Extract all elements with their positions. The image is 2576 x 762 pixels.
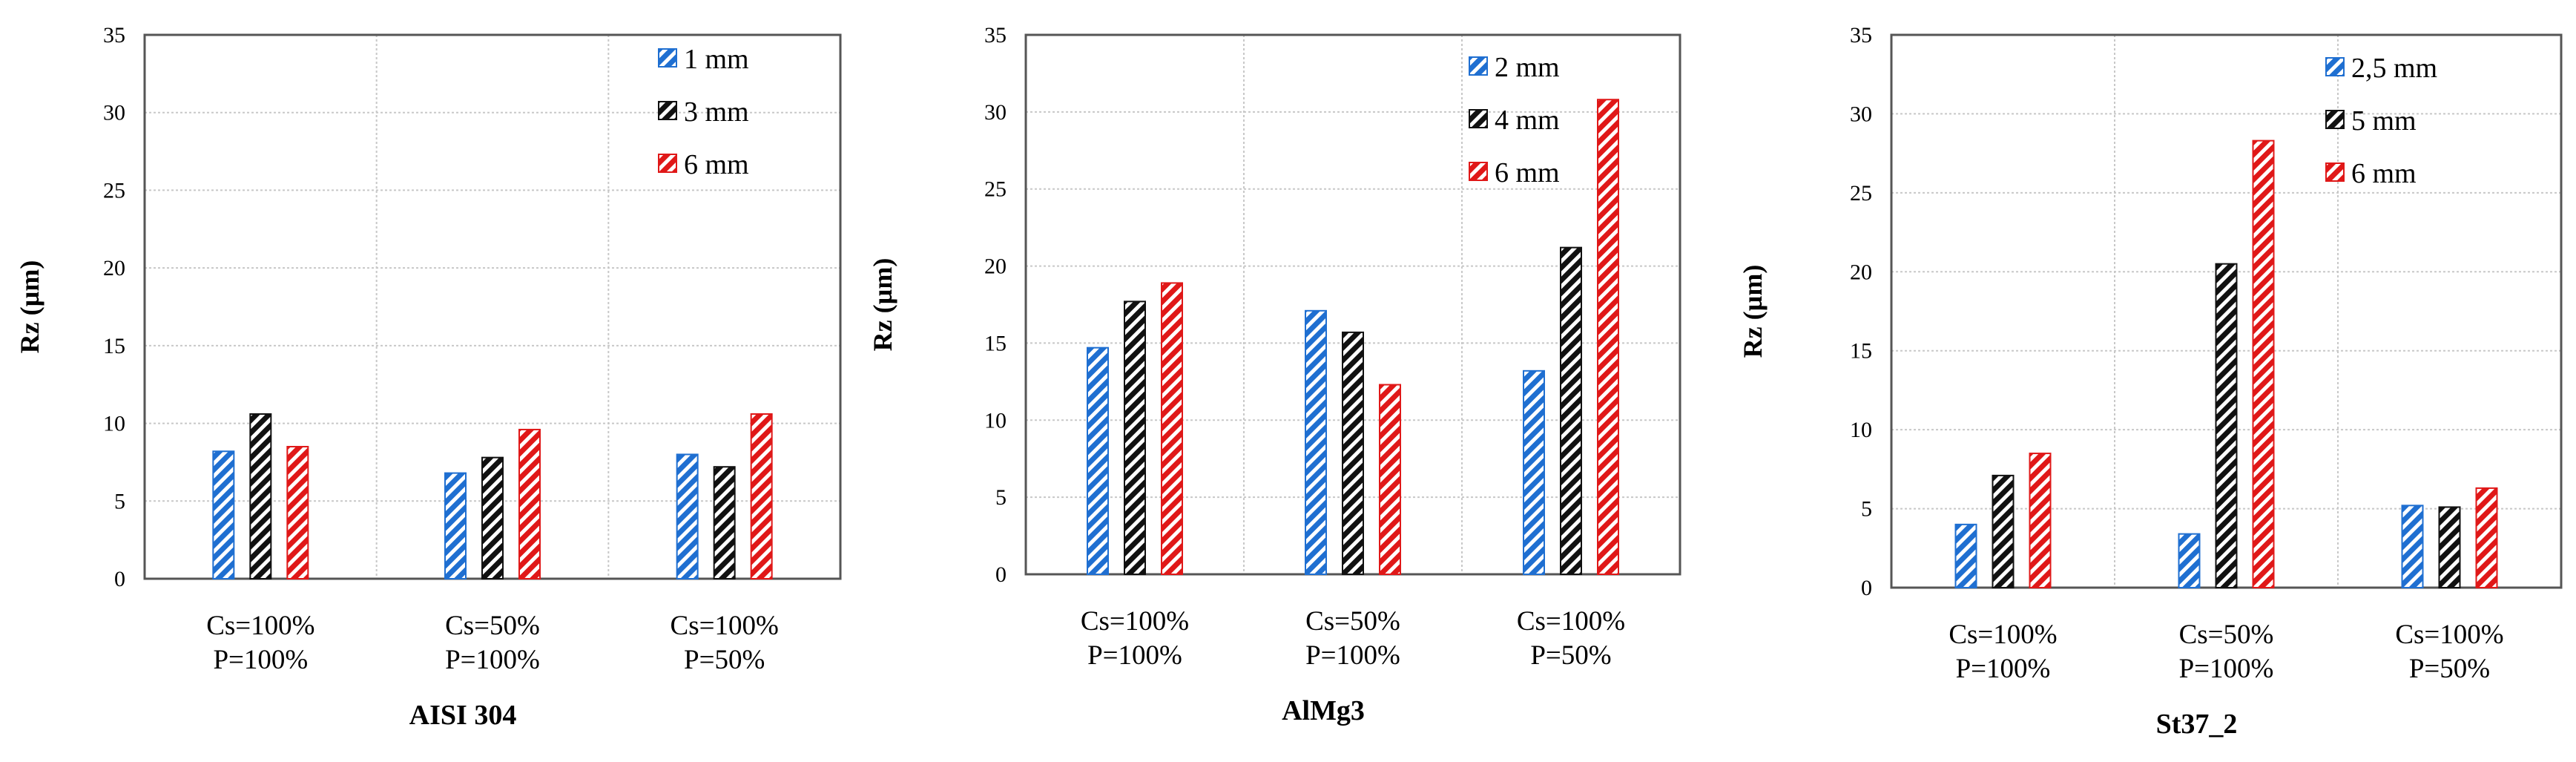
bar-1-mm-cat3	[676, 453, 699, 580]
bar-2-mm-cat3	[1523, 369, 1545, 575]
y-tick-label: 25	[103, 178, 125, 203]
y-tick-label: 25	[1850, 181, 1872, 206]
bar-6-mm-cat1	[2029, 453, 2052, 588]
legend-label: 2,5 mm	[2351, 53, 2437, 84]
y-tick-label: 30	[984, 100, 1007, 125]
y-tick-label: 10	[103, 412, 125, 436]
legend-label: 4 mm	[1495, 105, 1560, 136]
bar-5-mm-cat2	[2215, 263, 2238, 588]
bar-2-mm-cat1	[1087, 346, 1109, 575]
x-tick-label: Cs=100%	[1949, 620, 2057, 650]
x-tick-label: Cs=100%	[206, 611, 314, 641]
bar-6-mm-cat1	[1161, 282, 1183, 575]
legend-swatch	[1469, 109, 1488, 128]
bar-2-5-mm-cat2	[2178, 533, 2201, 589]
x-tick-label: P=100%	[213, 645, 308, 675]
legend-label: 6 mm	[684, 149, 749, 180]
bar-2-mm-cat2	[1305, 309, 1327, 575]
bar-6-mm-cat3	[2475, 487, 2498, 589]
x-tick-label: P=100%	[2179, 654, 2274, 684]
bar-2-5-mm-cat3	[2401, 505, 2424, 588]
legend-label: 6 mm	[1495, 157, 1560, 188]
y-axis-label: Rz (µm)	[1738, 265, 1768, 358]
y-tick-label: 30	[103, 101, 125, 125]
y-tick-label: 35	[103, 23, 125, 47]
y-tick-label: 35	[984, 23, 1007, 47]
x-tick-label: Cs=100%	[1081, 606, 1189, 637]
x-tick-label: Cs=100%	[671, 611, 779, 641]
legend-label: 6 mm	[2351, 158, 2417, 189]
y-tick-label: 5	[114, 489, 125, 513]
y-tick-label: 0	[1861, 576, 1872, 600]
x-tick-label: Cs=100%	[2395, 620, 2503, 650]
legend-swatch	[658, 101, 677, 120]
bar-5-mm-cat3	[2438, 506, 2461, 589]
bar-6-mm-cat3	[750, 413, 773, 580]
bar-5-mm-cat1	[1992, 474, 2015, 588]
bar-4-mm-cat3	[1560, 246, 1582, 575]
chart-panel-1: 0 5 10 15 20 25 30 35 Cs=100% P=100% Cs=50% P=100% C…	[15, 23, 842, 731]
y-tick-label: 10	[984, 408, 1007, 433]
legend-swatch	[2325, 57, 2345, 76]
bar-3-mm-cat2	[481, 456, 504, 579]
bar-4-mm-cat1	[1124, 300, 1146, 575]
y-tick-label: 25	[984, 177, 1007, 202]
legend-swatch	[2325, 162, 2345, 182]
bar-6-mm-cat2	[518, 428, 541, 579]
legend-label: 1 mm	[684, 44, 749, 75]
bar-6-mm-cat1	[286, 445, 309, 579]
x-tick-label: Cs=50%	[2179, 620, 2274, 650]
y-tick-label: 10	[1850, 418, 1872, 442]
y-axis-label: Rz (µm)	[868, 258, 897, 352]
y-tick-label: 5	[995, 485, 1007, 510]
y-tick-label: 0	[114, 567, 125, 591]
chart-panel-3: 0 5 10 15 20 25 30 35 Cs=100% P=100% Cs=50% P=100% C…	[1738, 23, 2563, 740]
bar-3-mm-cat3	[713, 466, 736, 579]
y-axis-label: Rz (µm)	[15, 260, 45, 354]
x-tick-label: P=100%	[1956, 654, 2051, 684]
x-tick-label: P=50%	[684, 645, 765, 675]
bar-6-mm-cat2	[1379, 384, 1401, 575]
legend-swatch	[1469, 56, 1488, 76]
legend-label: 5 mm	[2351, 105, 2417, 137]
legend-swatch	[2325, 110, 2345, 129]
legend-swatch	[1469, 162, 1488, 181]
chart-title: AlMg3	[1282, 695, 1365, 726]
chart-panel-2: 05101520253035Cs=100%P=100%Cs=50%P=100%C…	[868, 23, 1681, 726]
bar-2-5-mm-cat1	[1954, 523, 1977, 588]
y-tick-label: 20	[984, 254, 1007, 279]
y-tick-label: 20	[1850, 260, 1872, 284]
x-tick-label: Cs=50%	[1305, 606, 1400, 637]
y-tick-label: 30	[1850, 102, 1872, 126]
y-tick-label: 15	[103, 334, 125, 358]
y-tick-label: 0	[995, 562, 1007, 587]
bar-1-mm-cat2	[444, 472, 467, 579]
legend-swatch	[658, 154, 677, 173]
y-tick-label: 15	[984, 331, 1007, 355]
bar-6-mm-cat2	[2252, 139, 2275, 589]
x-tick-label: P=100%	[445, 645, 540, 675]
x-tick-label: P=50%	[2409, 654, 2490, 684]
y-tick-label: 15	[1850, 339, 1872, 364]
bar-6-mm-cat3	[1597, 99, 1619, 576]
x-tick-label: Cs=100%	[1517, 606, 1625, 637]
x-tick-label: P=50%	[1530, 640, 1611, 671]
x-tick-label: P=100%	[1305, 640, 1400, 671]
legend-label: 2 mm	[1495, 52, 1560, 83]
chart-title: St37_2	[2156, 709, 2238, 740]
x-tick-label: Cs=50%	[445, 611, 540, 641]
chart-title: AISI 304	[409, 700, 517, 731]
x-tick-label: P=100%	[1087, 640, 1182, 671]
legend-swatch	[658, 48, 677, 68]
bar-3-mm-cat1	[249, 413, 272, 580]
bar-1-mm-cat1	[212, 450, 235, 579]
y-tick-label: 5	[1861, 497, 1872, 522]
bar-4-mm-cat2	[1342, 331, 1364, 575]
y-tick-label: 20	[103, 256, 125, 280]
legend-label: 3 mm	[684, 96, 749, 128]
y-tick-label: 35	[1850, 23, 1872, 47]
